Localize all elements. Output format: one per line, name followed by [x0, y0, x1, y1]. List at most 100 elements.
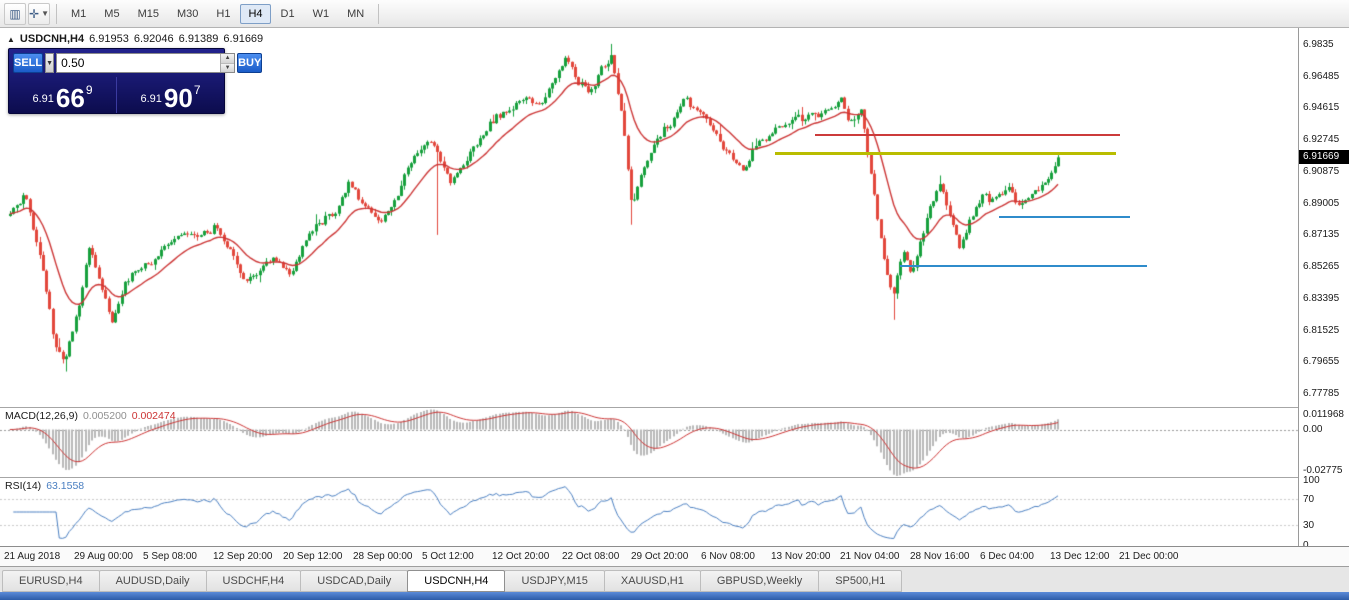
time-tick-label: 5 Oct 12:00 — [422, 551, 474, 562]
chart-mode-button[interactable]: ▥ — [4, 2, 26, 25]
symbol-period-label: USDCNH,H4 — [19, 33, 85, 45]
time-axis[interactable]: 21 Aug 2018 29 Aug 00:00 5 Sep 08:00 12 Sep… — [0, 546, 1349, 566]
price-tick-label: 6.89005 — [1303, 197, 1340, 209]
crosshair-button[interactable]: ✛ ▼ — [28, 2, 50, 25]
bid-main-digits: 66 — [55, 82, 85, 113]
pane-separator-macd — [0, 407, 1349, 408]
open-value: 6.91953 — [89, 33, 129, 45]
lot-spinner-down[interactable]: ▼ — [221, 63, 235, 72]
ask-main-digits: 90 — [163, 82, 193, 113]
chart-tab-SP500-H1[interactable]: SP500,H1 — [818, 570, 903, 592]
bid-pip-digit: 9 — [85, 83, 93, 97]
ask-pip-digit: 7 — [193, 83, 201, 97]
timeframe-button-W1[interactable]: W1 — [312, 7, 330, 20]
timeframe-button-M1[interactable]: M1 — [71, 7, 87, 20]
time-tick-label: 21 Aug 2018 — [4, 551, 61, 562]
resistance-line-olive[interactable] — [775, 151, 1116, 155]
price-tick-label: 6.96485 — [1303, 70, 1340, 82]
time-tick-label: 20 Sep 12:00 — [283, 551, 343, 562]
price-tick-label: 6.87135 — [1303, 229, 1340, 241]
chart-tab-USDCAD-Daily[interactable]: USDCAD,Daily — [300, 570, 409, 592]
chart-tab-XAUUSD-H1[interactable]: XAUUSD,H1 — [603, 570, 701, 592]
high-value: 6.92046 — [133, 33, 174, 45]
price-tick-label: 6.94615 — [1303, 102, 1340, 114]
timeframe-button-H1[interactable]: H1 — [216, 7, 231, 20]
price-tick-label: 6.92745 — [1303, 134, 1340, 146]
time-tick-label: 21 Dec 00:00 — [1119, 551, 1179, 562]
taskbar-strip — [0, 592, 1349, 600]
lot-size-field: ▲ ▼ — [56, 53, 236, 73]
dropdown-caret-icon: ▼ — [46, 59, 54, 67]
time-tick-label: 13 Dec 12:00 — [1050, 551, 1110, 562]
rsi-title: RSI(14) 63.1558 — [5, 480, 84, 492]
close-value: 6.91669 — [223, 33, 264, 45]
macd-axis-label: -0.02775 — [1303, 465, 1343, 476]
timeframe-button-M15[interactable]: M15 — [137, 7, 159, 20]
macd-title: MACD(12,26,9) 0.005200 0.002474 — [5, 410, 176, 422]
rsi-axis-label: 0 — [1303, 540, 1309, 551]
time-tick-label: 29 Aug 00:00 — [74, 551, 133, 562]
toolbar-separator — [378, 3, 380, 24]
one-click-trading-panel: SELL ▼ ▲ ▼ BUY 6.91 66 9 6.91 90 — [8, 48, 263, 114]
price-tick-label: 6.90875 — [1303, 165, 1340, 177]
timeframe-button-D1[interactable]: D1 — [280, 7, 295, 20]
one-click-controls: SELL ▼ ▲ ▼ BUY — [13, 53, 263, 73]
ohlc-header: ▲ USDCNH,H4 6.91953 6.92046 6.91389 6.91… — [7, 33, 263, 45]
time-tick-label: 12 Oct 20:00 — [492, 551, 550, 562]
sell-button[interactable]: SELL — [13, 53, 44, 73]
price-tick-label: 6.79655 — [1303, 356, 1340, 368]
lot-spinner-up[interactable]: ▲ — [221, 54, 235, 64]
time-tick-label: 21 Nov 04:00 — [840, 551, 900, 562]
chart-tab-GBPUSD-Weekly[interactable]: GBPUSD,Weekly — [699, 570, 820, 592]
ohlc-arrow-icon: ▲ — [7, 34, 15, 44]
chart-tab-USDCNH-H4[interactable]: USDCNH,H4 — [407, 570, 506, 592]
dropdown-caret-icon: ▼ — [41, 9, 49, 18]
time-tick-label: 13 Nov 20:00 — [771, 551, 831, 562]
time-tick-label: 12 Sep 20:00 — [213, 551, 273, 562]
macd-main-value: 0.005200 — [82, 410, 127, 422]
time-tick-label: 5 Sep 08:00 — [143, 551, 197, 562]
chart-tab-USDJPY-M15[interactable]: USDJPY,M15 — [504, 570, 605, 592]
time-tick-label: 29 Oct 20:00 — [631, 551, 689, 562]
timeframe-button-M5[interactable]: M5 — [104, 7, 120, 20]
chart-tab-AUDUSD-Daily[interactable]: AUDUSD,Daily — [98, 570, 207, 592]
timeframe-button-M30[interactable]: M30 — [176, 7, 199, 20]
rsi-value: 63.1558 — [46, 480, 85, 492]
chart-tab-USDCHF-H4[interactable]: USDCHF,H4 — [205, 570, 302, 592]
buy-price-button[interactable]: 6.91 90 7 — [117, 77, 224, 113]
price-tick-label: 6.85265 — [1303, 261, 1340, 273]
one-click-prices: 6.91 66 9 6.91 90 7 — [9, 77, 224, 113]
timeframe-button-H4[interactable]: H4 — [240, 3, 271, 24]
macd-signal-value: 0.002474 — [131, 410, 176, 422]
time-tick-label: 28 Nov 16:00 — [910, 551, 970, 562]
support-line-blue-lower[interactable] — [900, 265, 1147, 268]
low-value: 6.91389 — [178, 33, 219, 45]
sell-price-button[interactable]: 6.91 66 9 — [9, 77, 117, 113]
rsi-label: RSI(14) — [5, 480, 42, 492]
price-tick-label: 6.77785 — [1303, 388, 1340, 399]
chart-tab-EURUSD-H4[interactable]: EURUSD,H4 — [2, 570, 100, 592]
chart-window-icon: ▥ — [9, 6, 21, 21]
toolbar-separator — [56, 3, 57, 24]
bid-prefix: 6.91 — [32, 93, 54, 105]
time-tick-label: 6 Nov 08:00 — [701, 551, 755, 562]
time-tick-label: 28 Sep 00:00 — [353, 551, 413, 562]
time-tick-label: 22 Oct 08:00 — [562, 551, 620, 562]
buy-button[interactable]: BUY — [237, 53, 263, 73]
macd-label: MACD(12,26,9) — [5, 410, 78, 422]
price-tick-label: 6.9835 — [1303, 38, 1334, 50]
resistance-line-red[interactable] — [815, 134, 1120, 137]
price-axis[interactable]: 6.91669 6.9835 6.96485 6.94615 6.92745 6.908… — [1298, 28, 1349, 551]
lot-dropdown-button[interactable]: ▼ — [45, 53, 55, 73]
macd-axis-label: 0.011968 — [1303, 408, 1344, 420]
time-tick-label: 6 Dec 04:00 — [980, 551, 1034, 562]
support-line-blue-upper[interactable] — [999, 215, 1130, 218]
price-tick-label: 6.81525 — [1303, 324, 1340, 336]
timeframe-group: M1 M5 M15 M30 H1 H4 D1 W1 MN — [62, 3, 373, 24]
timeframe-button-MN[interactable]: MN — [347, 7, 365, 20]
lot-spinner: ▲ ▼ — [220, 54, 235, 72]
lot-size-input[interactable] — [57, 54, 221, 72]
ask-prefix: 6.91 — [140, 93, 162, 105]
pane-separator-rsi — [0, 477, 1349, 478]
current-price-box: 6.91669 — [1299, 150, 1349, 165]
